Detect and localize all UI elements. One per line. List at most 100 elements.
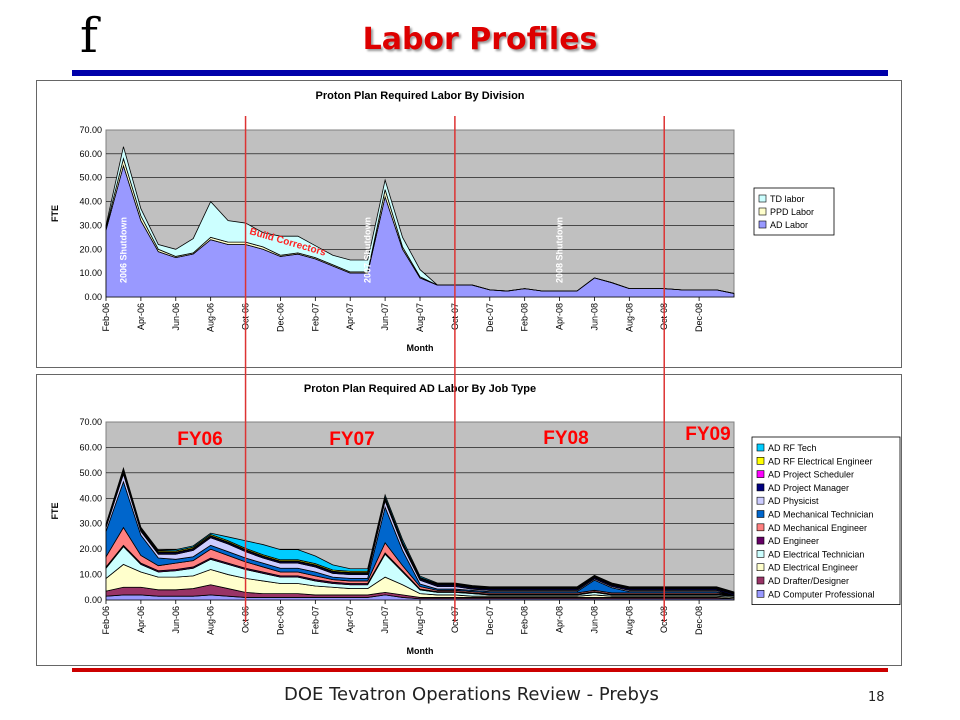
x-tick-label: Apr-07 (345, 606, 355, 633)
x-tick-label: Feb-07 (310, 303, 320, 332)
y-tick-label: 40.00 (79, 493, 102, 503)
legend-swatch (758, 207, 767, 216)
area-td-labor (105, 146, 735, 294)
legend-label: AD Electrical Technician (768, 549, 864, 559)
title-rule (72, 70, 888, 76)
legend-box (753, 187, 835, 236)
y-tick-label: 30.00 (79, 519, 102, 529)
x-tick-label: Jun-06 (171, 606, 181, 634)
legend-label: AD Engineer (768, 536, 819, 546)
legend-label: AD Project Scheduler (768, 470, 854, 480)
x-axis-label: Month (407, 646, 434, 656)
legend-swatch (756, 483, 765, 492)
x-tick-label: Jun-07 (380, 303, 390, 331)
y-tick-label: 30.00 (79, 220, 102, 230)
legend-label: AD RF Tech (768, 443, 816, 453)
y-tick-label: 50.00 (79, 468, 102, 478)
legend-swatch (756, 590, 765, 598)
legend-swatch (758, 194, 767, 203)
legend-box (751, 436, 901, 606)
y-tick-label: 20.00 (79, 244, 102, 254)
y-tick-label: 40.00 (79, 197, 102, 207)
x-tick-label: Dec-08 (694, 303, 704, 332)
footer-text: DOE Tevatron Operations Review - Prebys (284, 684, 659, 705)
legend-swatch (756, 470, 765, 478)
footer-rule (72, 668, 888, 672)
x-tick-label: Feb-08 (520, 606, 530, 635)
x-tick-label: Oct-08 (659, 303, 669, 330)
y-tick-label: 10.00 (79, 268, 102, 278)
division-labor-chart: Proton Plan Required Labor By Division 0.… (36, 80, 902, 368)
fermilab-logo: f (80, 8, 98, 64)
x-tick-label: Apr-06 (136, 606, 146, 633)
y-tick-label: 50.00 (79, 173, 102, 183)
legend-label: AD Mechanical Technician (768, 510, 873, 520)
annotation-2007-shutdown: 2007 Shutdown (363, 217, 373, 283)
x-tick-label: Jun-08 (589, 606, 599, 634)
legend-label: PPD Labor (770, 207, 814, 217)
y-tick-label: 20.00 (79, 544, 102, 554)
annotation-2006-shutdown: 2006 Shutdown (118, 217, 128, 283)
x-tick-label: Oct-06 (241, 606, 251, 633)
chart-title: Proton Plan Required AD Labor By Job Typ… (304, 383, 536, 395)
legend-label: AD Electrical Engineer (768, 563, 858, 573)
y-tick-label: 0.00 (84, 292, 102, 302)
legend-swatch (756, 576, 765, 585)
x-tick-label: Apr-08 (555, 606, 565, 633)
y-tick-label: 70.00 (79, 125, 102, 135)
legend-swatch (756, 443, 765, 452)
x-tick-label: Dec-07 (485, 606, 495, 635)
x-tick-label: Feb-07 (310, 606, 320, 635)
x-tick-label: Dec-06 (275, 303, 285, 332)
x-tick-label: Feb-06 (101, 303, 111, 332)
legend-swatch (756, 536, 765, 545)
area-ad-rf-tech (105, 466, 735, 594)
legend-swatch (756, 550, 765, 558)
x-tick-label: Aug-08 (624, 303, 634, 332)
y-tick-label: 60.00 (79, 442, 102, 452)
legend-swatch (756, 496, 765, 505)
legend-swatch (756, 510, 765, 518)
y-tick-label: 0.00 (84, 595, 102, 605)
legend-label: AD Project Manager (768, 483, 849, 493)
x-tick-label: Dec-06 (275, 606, 285, 635)
x-tick-label: Apr-07 (345, 303, 355, 330)
x-tick-label: Oct-07 (450, 606, 460, 633)
legend-swatch (756, 457, 765, 465)
legend-label: AD Drafter/Designer (768, 576, 849, 586)
y-tick-label: 10.00 (79, 570, 102, 580)
job-type-labor-chart: Proton Plan Required AD Labor By Job Typ… (36, 374, 902, 666)
legend-label: AD Computer Professional (768, 589, 875, 599)
legend-label: AD Mechanical Engineer (768, 523, 867, 533)
x-tick-label: Apr-06 (136, 303, 146, 330)
legend-swatch (756, 523, 765, 532)
x-axis-label: Month (407, 343, 434, 353)
x-tick-label: Jun-06 (171, 303, 181, 331)
y-tick-label: 70.00 (79, 417, 102, 427)
x-tick-label: Dec-08 (694, 606, 704, 635)
x-tick-label: Aug-06 (206, 606, 216, 635)
x-tick-label: Aug-07 (415, 606, 425, 635)
x-tick-label: Oct-08 (659, 606, 669, 633)
y-tick-label: 60.00 (79, 149, 102, 159)
legend-label: AD RF Electrical Engineer (768, 456, 873, 466)
x-tick-label: Apr-08 (555, 303, 565, 330)
x-tick-label: Jun-08 (589, 303, 599, 331)
legend-label: TD labor (770, 194, 805, 204)
y-axis-label: FTE (50, 205, 60, 222)
legend-label: AD Physicist (768, 496, 819, 506)
x-tick-label: Aug-07 (415, 303, 425, 332)
y-axis-label: FTE (50, 503, 60, 520)
x-tick-label: Aug-06 (206, 303, 216, 332)
page-number: 18 (868, 690, 885, 705)
x-tick-label: Aug-08 (624, 606, 634, 635)
x-tick-label: Feb-06 (101, 606, 111, 635)
annotation-2008-shutdown: 2008 Shutdown (555, 217, 565, 283)
legend-swatch (756, 563, 765, 571)
x-tick-label: Jun-07 (380, 606, 390, 634)
legend-swatch (758, 220, 767, 229)
x-tick-label: Feb-08 (520, 303, 530, 332)
x-tick-label: Oct-06 (241, 303, 251, 330)
x-tick-label: Dec-07 (485, 303, 495, 332)
x-tick-label: Oct-07 (450, 303, 460, 330)
